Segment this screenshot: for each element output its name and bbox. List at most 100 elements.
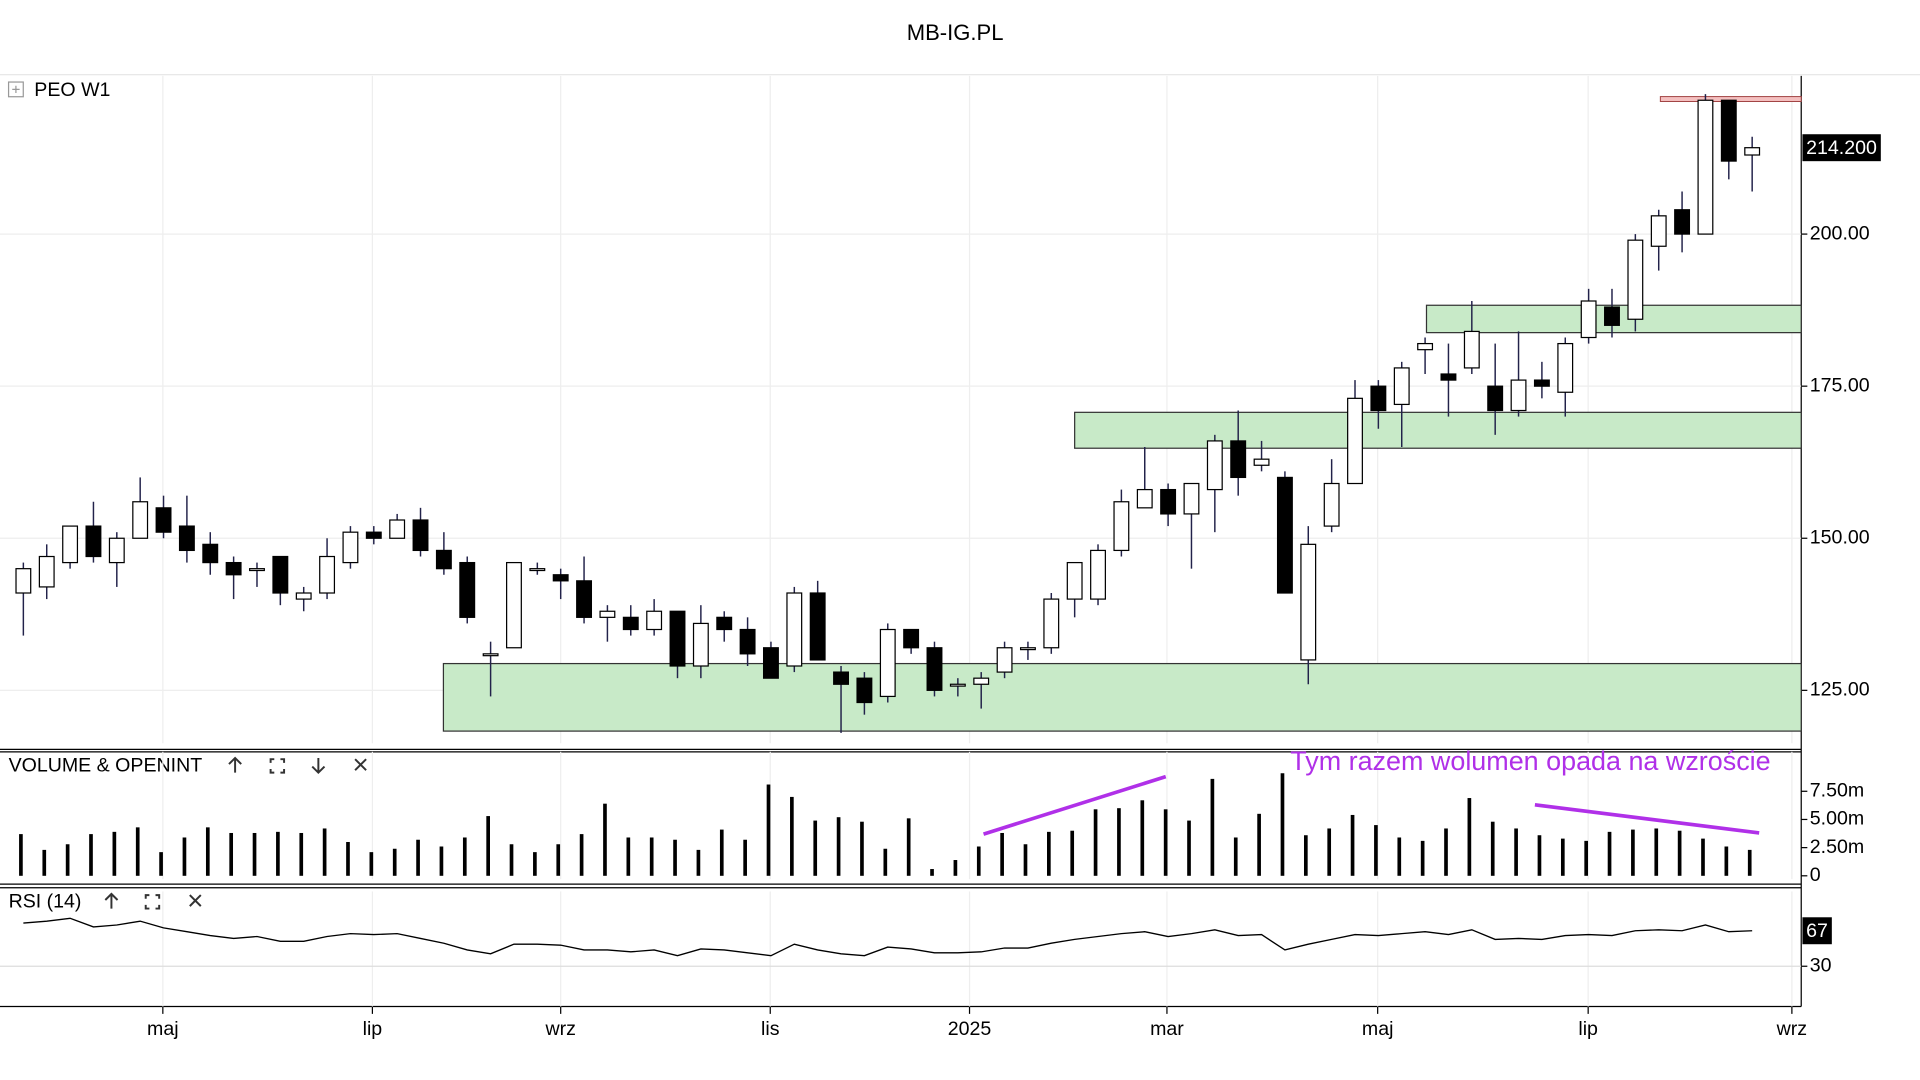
candle-body	[1604, 306, 1620, 326]
candle-body	[926, 647, 943, 691]
candle-body	[1113, 501, 1130, 552]
volume-bar	[1093, 809, 1098, 876]
support-zone	[442, 662, 1802, 732]
x-tick-label: lip	[1578, 1018, 1598, 1040]
move-down-icon[interactable]	[311, 757, 326, 775]
volume-bar	[322, 828, 327, 876]
candle-body	[62, 525, 79, 564]
volume-bar	[1257, 813, 1261, 876]
maximize-icon[interactable]	[269, 758, 286, 774]
candle-body	[155, 507, 172, 533]
volume-bar	[626, 837, 631, 876]
candle-body	[1720, 99, 1737, 162]
volume-bar	[953, 860, 958, 876]
chart-title: MB-IG.PL	[907, 20, 1004, 45]
close-icon[interactable]	[354, 758, 367, 771]
candle-body	[1090, 549, 1106, 600]
candle-body	[1393, 367, 1410, 406]
candle-body	[249, 568, 265, 572]
volume-bar	[1607, 831, 1612, 876]
candle-body	[1370, 385, 1387, 412]
volume-bar	[1023, 844, 1028, 876]
volume-bar	[1490, 821, 1495, 876]
volume-bar	[1444, 828, 1448, 876]
candle-body	[1276, 476, 1293, 594]
volume-bar	[1327, 828, 1332, 876]
volume-bar	[1047, 831, 1051, 876]
candle-body	[1580, 300, 1597, 339]
y-tick-label: 5.00m	[1810, 808, 1864, 830]
volume-bar	[1280, 773, 1285, 876]
volume-bar	[1210, 778, 1215, 876]
candle-body	[809, 592, 826, 661]
y-tick-label: 0	[1810, 864, 1821, 886]
candle-body	[949, 683, 966, 687]
candle-body	[342, 531, 359, 564]
volume-bar	[1467, 798, 1472, 876]
candle-body	[38, 555, 55, 588]
candle-body	[599, 610, 616, 618]
volume-bar	[556, 844, 561, 876]
x-tick-label: wrz	[544, 1018, 575, 1040]
x-tick-label: wrz	[1776, 1018, 1807, 1040]
expand-icon[interactable]	[7, 81, 24, 98]
candle-body	[879, 628, 896, 698]
last-price-label: 214.200	[1806, 137, 1877, 159]
candle-body	[786, 592, 803, 667]
volume-bar	[790, 796, 794, 876]
candle-body	[552, 574, 569, 582]
x-tick-label: 2025	[948, 1018, 992, 1040]
candle-body	[903, 628, 920, 649]
y-tick-label: 7.50m	[1810, 779, 1864, 801]
candle-body	[1533, 379, 1550, 387]
volume-bar	[1514, 828, 1518, 876]
volume-bar	[696, 849, 701, 876]
candle-body	[692, 622, 709, 667]
candle-body	[506, 561, 522, 649]
candle-body	[108, 537, 125, 564]
close-icon[interactable]	[189, 894, 202, 907]
maximize-icon[interactable]	[144, 894, 161, 910]
volume-bar	[1140, 800, 1145, 876]
panel-title: VOLUME & OPENINT	[9, 755, 203, 777]
candle-body	[1627, 239, 1644, 320]
volume-bar	[673, 839, 677, 876]
volume-bar	[1117, 808, 1121, 876]
candle-body	[1744, 147, 1761, 156]
volume-bar	[836, 817, 841, 876]
candle-body	[716, 616, 733, 631]
volume-bar	[930, 869, 934, 876]
volume-bar	[579, 834, 584, 876]
candle-body	[1510, 379, 1527, 412]
volume-bar	[1070, 830, 1075, 876]
candle-body	[1183, 482, 1200, 515]
volume-bar	[813, 820, 818, 876]
candle-body	[1300, 543, 1317, 661]
move-up-icon[interactable]	[104, 892, 119, 909]
last-rsi-box	[1802, 917, 1832, 945]
volume-bar	[883, 848, 888, 876]
volume-bar	[1654, 828, 1659, 876]
candle-body	[1043, 598, 1060, 649]
volume-bar	[1701, 838, 1705, 876]
volume-bar	[112, 831, 117, 876]
volume-bar	[229, 832, 234, 876]
volume-bar	[1631, 829, 1635, 876]
volume-bar	[369, 852, 374, 876]
volume-bar	[205, 827, 210, 876]
candle-body	[365, 531, 382, 539]
volume-bar	[766, 784, 771, 876]
volume-bar	[533, 852, 537, 876]
rsi-line	[23, 917, 1753, 957]
volume-bar	[89, 834, 93, 876]
volume-bar	[159, 852, 163, 876]
panel-controls	[104, 892, 202, 910]
move-up-icon[interactable]	[228, 756, 242, 773]
volume-bar	[182, 837, 187, 876]
volume-bar	[1303, 835, 1308, 876]
last-price-box	[1802, 134, 1881, 162]
candle-body	[1323, 482, 1340, 527]
support-zone	[1074, 411, 1802, 449]
candle-body	[319, 555, 336, 594]
